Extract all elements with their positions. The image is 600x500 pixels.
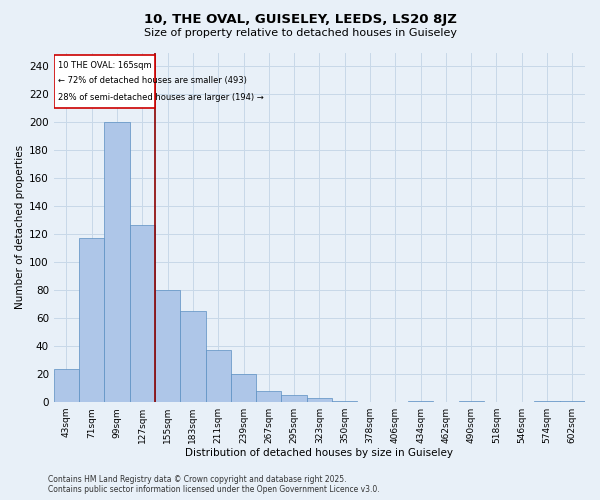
Bar — [180, 311, 206, 402]
Bar — [54, 56, 155, 108]
Text: Contains HM Land Registry data © Crown copyright and database right 2025.
Contai: Contains HM Land Registry data © Crown c… — [48, 474, 380, 494]
Bar — [408, 400, 433, 402]
Text: ← 72% of detached houses are smaller (493): ← 72% of detached houses are smaller (49… — [58, 76, 247, 85]
Bar — [281, 395, 307, 402]
Bar — [256, 391, 281, 402]
Text: Size of property relative to detached houses in Guiseley: Size of property relative to detached ho… — [143, 28, 457, 38]
Bar — [206, 350, 231, 402]
Text: 10, THE OVAL, GUISELEY, LEEDS, LS20 8JZ: 10, THE OVAL, GUISELEY, LEEDS, LS20 8JZ — [143, 12, 457, 26]
Bar — [332, 400, 358, 402]
Bar — [458, 400, 484, 402]
Bar — [560, 400, 585, 402]
Bar — [79, 238, 104, 402]
Text: 10 THE OVAL: 165sqm: 10 THE OVAL: 165sqm — [58, 61, 151, 70]
Bar — [307, 398, 332, 402]
X-axis label: Distribution of detached houses by size in Guiseley: Distribution of detached houses by size … — [185, 448, 454, 458]
Bar — [535, 400, 560, 402]
Bar — [54, 368, 79, 402]
Bar — [155, 290, 180, 402]
Bar — [231, 374, 256, 402]
Bar — [104, 122, 130, 402]
Text: 28% of semi-detached houses are larger (194) →: 28% of semi-detached houses are larger (… — [58, 93, 263, 102]
Y-axis label: Number of detached properties: Number of detached properties — [15, 145, 25, 310]
Bar — [130, 224, 155, 402]
